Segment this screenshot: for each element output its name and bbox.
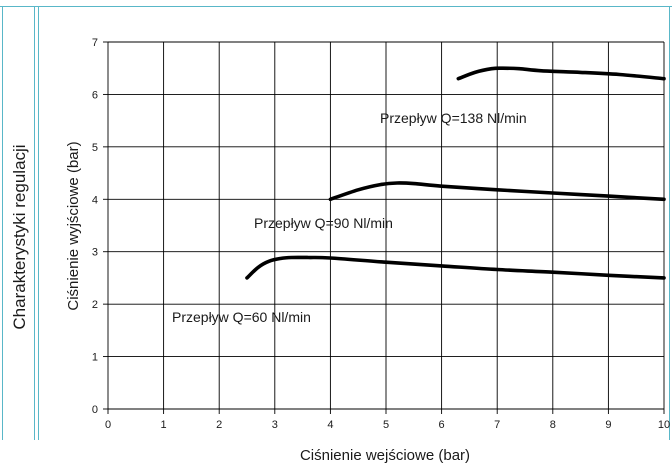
x-tick-label: 3 xyxy=(272,419,278,431)
y-tick-label: 0 xyxy=(92,404,98,416)
series-line-2 xyxy=(456,66,666,81)
side-title: Charakterystyki regulacji xyxy=(10,144,29,329)
y-tick-label: 1 xyxy=(92,352,98,364)
y-tick-label: 3 xyxy=(92,247,98,259)
series-line-0 xyxy=(245,255,666,280)
x-tick-label: 9 xyxy=(605,419,611,431)
frame-borders xyxy=(0,6,672,440)
y-tick-label: 5 xyxy=(92,142,98,154)
x-tick-label: 8 xyxy=(550,419,556,431)
x-tick-label: 10 xyxy=(658,419,670,431)
y-tick-label: 6 xyxy=(92,89,98,101)
series-line-1 xyxy=(328,181,666,202)
y-tick-label: 7 xyxy=(92,37,98,49)
x-tick-label: 5 xyxy=(383,419,389,431)
x-axis-title: Ciśnienie wejściowe (bar) xyxy=(300,447,470,464)
x-tick-label: 4 xyxy=(327,419,333,431)
y-axis-title: Ciśnienie wyjściowe (bar) xyxy=(65,141,82,310)
series-label-q60: Przepływ Q=60 Nl/min xyxy=(172,309,311,325)
x-tick-label: 7 xyxy=(494,419,500,431)
x-tick-label: 1 xyxy=(161,419,167,431)
y-tick-label: 4 xyxy=(92,194,98,206)
y-tick-label: 2 xyxy=(92,299,98,311)
plot-area: 0 1 2 3 4 5 6 7 8 9 10 0 1 2 3 4 5 6 7 xyxy=(92,37,670,431)
series-label-q138: Przepływ Q=138 Nl/min xyxy=(380,110,527,126)
x-tick-label: 6 xyxy=(439,419,445,431)
series-label-q90: Przepływ Q=90 Nl/min xyxy=(254,215,393,231)
x-tick-label: 0 xyxy=(105,419,111,431)
x-tick-label: 2 xyxy=(216,419,222,431)
